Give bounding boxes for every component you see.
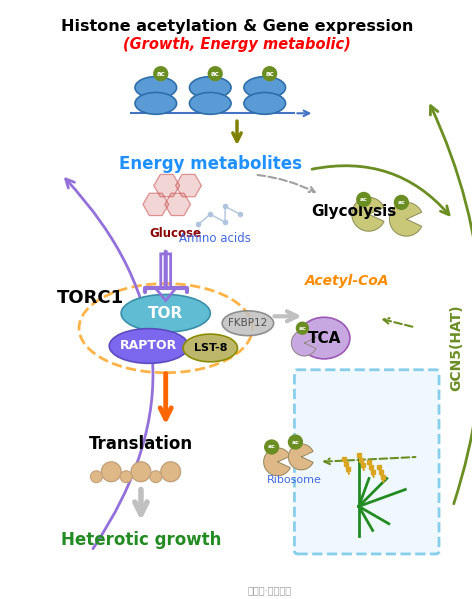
Ellipse shape bbox=[109, 329, 189, 364]
Ellipse shape bbox=[121, 295, 210, 332]
Circle shape bbox=[150, 471, 162, 483]
Circle shape bbox=[131, 462, 151, 482]
Circle shape bbox=[91, 471, 102, 483]
Text: ac: ac bbox=[397, 200, 405, 205]
Ellipse shape bbox=[190, 92, 231, 114]
Text: RAPTOR: RAPTOR bbox=[120, 340, 177, 352]
FancyArrowPatch shape bbox=[66, 179, 153, 549]
Circle shape bbox=[289, 435, 302, 449]
Circle shape bbox=[394, 195, 408, 209]
Ellipse shape bbox=[244, 77, 285, 98]
Circle shape bbox=[208, 66, 222, 81]
Polygon shape bbox=[390, 202, 421, 236]
Polygon shape bbox=[175, 174, 201, 196]
Text: Energy metabolites: Energy metabolites bbox=[119, 155, 302, 173]
Ellipse shape bbox=[183, 334, 237, 362]
Text: Heterotic growth: Heterotic growth bbox=[61, 531, 221, 549]
Polygon shape bbox=[352, 198, 384, 231]
Circle shape bbox=[296, 322, 308, 334]
Ellipse shape bbox=[222, 311, 273, 335]
Text: ac: ac bbox=[211, 71, 219, 77]
Circle shape bbox=[357, 192, 371, 207]
Polygon shape bbox=[154, 174, 180, 196]
Text: Acetyl-CoA: Acetyl-CoA bbox=[305, 274, 389, 288]
Text: ac: ac bbox=[156, 71, 165, 77]
Ellipse shape bbox=[299, 317, 350, 359]
Ellipse shape bbox=[244, 92, 285, 114]
Text: ac: ac bbox=[292, 440, 300, 444]
Text: TORC1: TORC1 bbox=[57, 289, 124, 307]
Text: Glucose: Glucose bbox=[150, 227, 201, 240]
Text: ac: ac bbox=[299, 326, 306, 331]
Polygon shape bbox=[292, 330, 316, 356]
Polygon shape bbox=[289, 444, 313, 470]
Ellipse shape bbox=[135, 92, 177, 114]
FancyBboxPatch shape bbox=[294, 370, 439, 554]
Text: ac: ac bbox=[265, 71, 274, 77]
Text: Histone acetylation & Gene expression: Histone acetylation & Gene expression bbox=[61, 19, 413, 34]
Circle shape bbox=[120, 471, 132, 483]
Text: TOR: TOR bbox=[148, 306, 183, 321]
Text: Glycolysis: Glycolysis bbox=[311, 204, 396, 219]
Text: ac: ac bbox=[360, 197, 368, 202]
Polygon shape bbox=[143, 193, 169, 216]
FancyArrowPatch shape bbox=[312, 166, 449, 215]
Text: FKBP12: FKBP12 bbox=[228, 318, 267, 328]
Text: ac: ac bbox=[268, 444, 275, 449]
Text: GCN5(HAT): GCN5(HAT) bbox=[449, 305, 463, 391]
Circle shape bbox=[161, 462, 181, 482]
Ellipse shape bbox=[190, 77, 231, 98]
Text: (Growth, Energy metabolic): (Growth, Energy metabolic) bbox=[123, 37, 351, 52]
Ellipse shape bbox=[135, 77, 177, 98]
Text: Translation: Translation bbox=[89, 435, 193, 453]
Text: Ribosome: Ribosome bbox=[267, 475, 322, 485]
Text: 公众号·专学自然: 公众号·专学自然 bbox=[247, 586, 292, 595]
Circle shape bbox=[263, 66, 277, 81]
Text: LST-8: LST-8 bbox=[193, 343, 227, 353]
Circle shape bbox=[264, 440, 279, 454]
Circle shape bbox=[101, 462, 121, 482]
Polygon shape bbox=[164, 193, 191, 216]
Text: Amino acids: Amino acids bbox=[179, 232, 251, 245]
Polygon shape bbox=[264, 448, 290, 476]
Text: TCA: TCA bbox=[308, 331, 341, 346]
FancyArrowPatch shape bbox=[430, 106, 474, 504]
Circle shape bbox=[154, 66, 168, 81]
